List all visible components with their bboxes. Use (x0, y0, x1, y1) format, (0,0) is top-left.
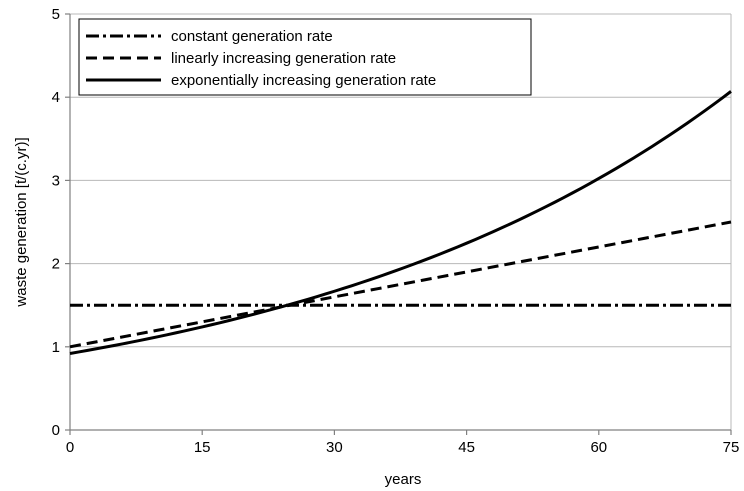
x-tick-label: 75 (723, 439, 740, 456)
y-tick-label: 3 (52, 172, 60, 189)
x-tick-label: 15 (194, 439, 211, 456)
y-axis-title: waste generation [t/(c.yr)] (13, 137, 30, 307)
series-line-2 (69, 220, 732, 349)
x-tick-labels: 0 15 30 45 60 75 (66, 439, 740, 456)
series-line-3 (69, 90, 732, 355)
y-tick-label: 4 (52, 89, 60, 106)
y-tick-labels: 0 1 2 3 4 5 (52, 6, 60, 439)
legend: constant generation rate linearly increas… (78, 18, 532, 96)
axes (65, 13, 732, 435)
x-tick-label: 0 (66, 439, 74, 456)
legend-label-1: constant generation rate (171, 28, 333, 45)
y-tick-label: 5 (52, 6, 60, 23)
x-tick-label: 45 (458, 439, 475, 456)
y-tick-label: 1 (52, 339, 60, 356)
legend-label-3: exponentially increasing generation rate (171, 72, 436, 89)
legend-label-2: linearly increasing generation rate (171, 50, 396, 67)
x-axis-title: years (385, 471, 422, 488)
y-tick-label: 0 (52, 422, 60, 439)
series-lines (69, 90, 732, 355)
x-tick-label: 60 (590, 439, 607, 456)
x-tick-label: 30 (326, 439, 343, 456)
y-tick-label: 2 (52, 256, 60, 273)
